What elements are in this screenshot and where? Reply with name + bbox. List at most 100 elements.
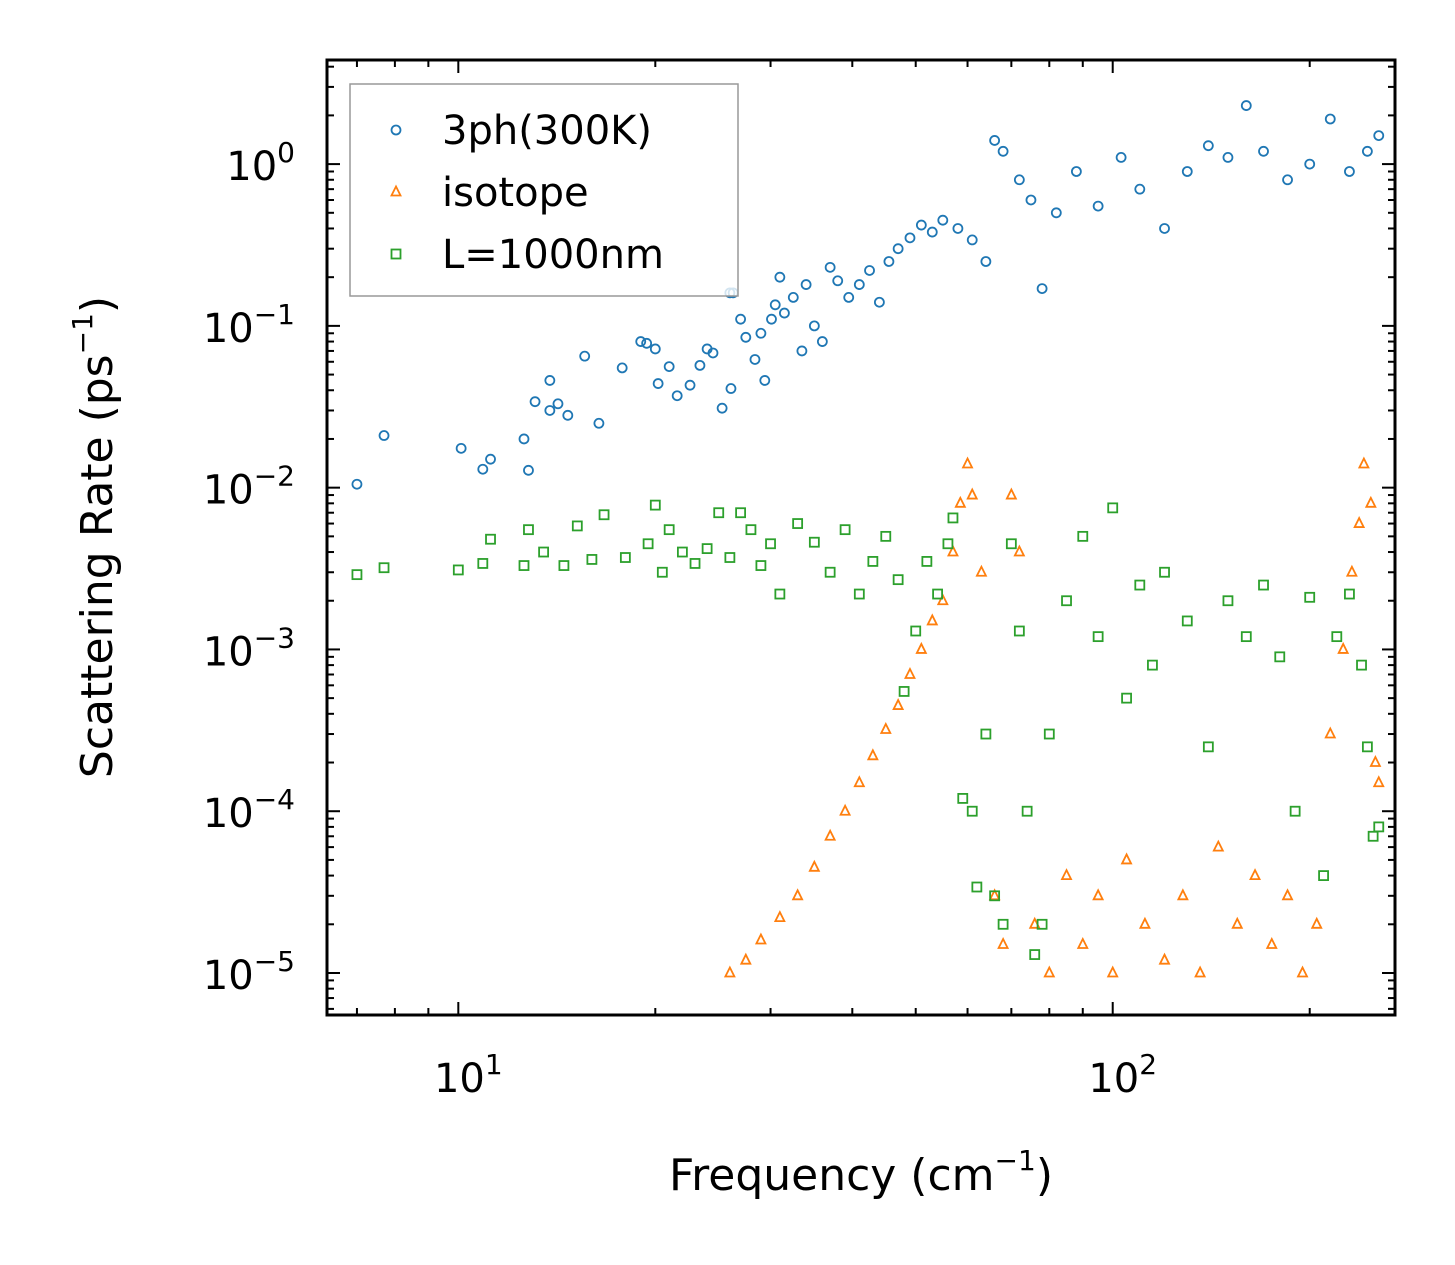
data-point: [485, 453, 496, 465]
data-point: [769, 299, 781, 311]
data-point: [1373, 130, 1385, 142]
y-tick-label: 10−3: [203, 621, 295, 675]
data-point: [671, 390, 683, 402]
data-point: [1337, 641, 1350, 654]
series-triangle-group: [723, 456, 1385, 978]
data-point: [1240, 100, 1252, 111]
data-point: [988, 888, 1001, 901]
data-point: [1092, 631, 1104, 643]
data-point: [932, 588, 943, 600]
data-point: [724, 552, 736, 563]
data-point: [351, 478, 363, 490]
data-point: [1345, 564, 1358, 577]
data-point: [839, 524, 851, 536]
data-point: [616, 362, 628, 374]
data-point: [880, 530, 892, 542]
data-point: [1043, 728, 1055, 740]
data-point: [1304, 158, 1316, 170]
data-point: [843, 291, 855, 303]
data-point: [1361, 741, 1373, 753]
data-point: [759, 375, 771, 386]
data-point: [1222, 595, 1234, 607]
data-point: [1106, 965, 1119, 978]
data-point: [635, 336, 647, 347]
data-point: [997, 145, 1009, 157]
data-point: [1357, 456, 1370, 469]
data-point: [779, 307, 790, 319]
data-point: [1356, 659, 1367, 671]
data-point: [904, 666, 916, 679]
data-point: [1021, 805, 1033, 817]
series-square-group: [351, 499, 1385, 960]
data-point: [997, 936, 1010, 949]
data-point: [1025, 194, 1037, 206]
data-point: [1147, 659, 1158, 671]
data-point: [773, 910, 786, 922]
data-point: [1181, 166, 1193, 177]
data-point: [740, 331, 752, 343]
data-point: [452, 564, 464, 576]
data-point: [485, 533, 496, 545]
data-point: [892, 243, 904, 255]
data-point: [552, 398, 564, 410]
data-point: [1092, 888, 1105, 901]
data-point: [1296, 965, 1309, 978]
data-point: [649, 499, 661, 511]
data-point: [942, 538, 954, 550]
data-point: [1367, 830, 1379, 842]
data-point: [975, 564, 988, 577]
plot-frame: [325, 58, 1397, 1017]
x-tick-label: 102: [1088, 1048, 1157, 1102]
data-point: [957, 793, 969, 804]
data-point: [1344, 588, 1355, 600]
data-point: [1159, 566, 1170, 578]
data-point: [725, 383, 737, 394]
data-point: [936, 593, 949, 606]
data-point: [652, 378, 664, 389]
data-point: [867, 556, 879, 567]
data-point: [663, 361, 675, 373]
data-point: [378, 562, 390, 574]
data-point: [774, 588, 786, 600]
y-tick-label: 10−2: [203, 460, 295, 514]
data-point: [529, 396, 541, 408]
data-point: [619, 552, 631, 563]
data-point: [1121, 692, 1132, 704]
data-point: [853, 588, 865, 600]
data-point: [544, 375, 556, 386]
data-point: [558, 560, 570, 571]
legend: 3ph(300K) isotope L=1000nm: [349, 83, 739, 297]
data-point: [579, 350, 591, 362]
data-point: [892, 698, 905, 710]
data-point: [518, 560, 530, 571]
data-point: [765, 538, 776, 550]
data-point: [642, 538, 654, 550]
data-point: [707, 347, 719, 359]
legend-triangle-icon: [390, 184, 402, 197]
data-point: [1372, 775, 1385, 788]
data-point: [477, 558, 489, 569]
legend-label: L=1000nm: [442, 232, 664, 278]
data-point: [1194, 965, 1207, 978]
data-point: [971, 881, 983, 893]
data-point: [1158, 952, 1171, 965]
legend-square-icon: [390, 248, 402, 260]
data-point: [755, 560, 767, 571]
data-point: [1107, 502, 1119, 514]
data-point: [1353, 516, 1366, 528]
data-point: [853, 279, 865, 290]
data-point: [937, 214, 949, 226]
data-point: [676, 546, 688, 558]
data-point: [1061, 595, 1072, 607]
data-point: [1013, 544, 1026, 557]
data-point: [904, 232, 916, 244]
data-point: [864, 265, 875, 276]
data-point: [921, 556, 933, 567]
data-point: [1134, 183, 1146, 195]
data-point: [1181, 615, 1193, 627]
data-point: [989, 135, 1001, 146]
data-point: [966, 234, 978, 246]
data-point: [873, 296, 885, 308]
data-point: [739, 952, 752, 965]
